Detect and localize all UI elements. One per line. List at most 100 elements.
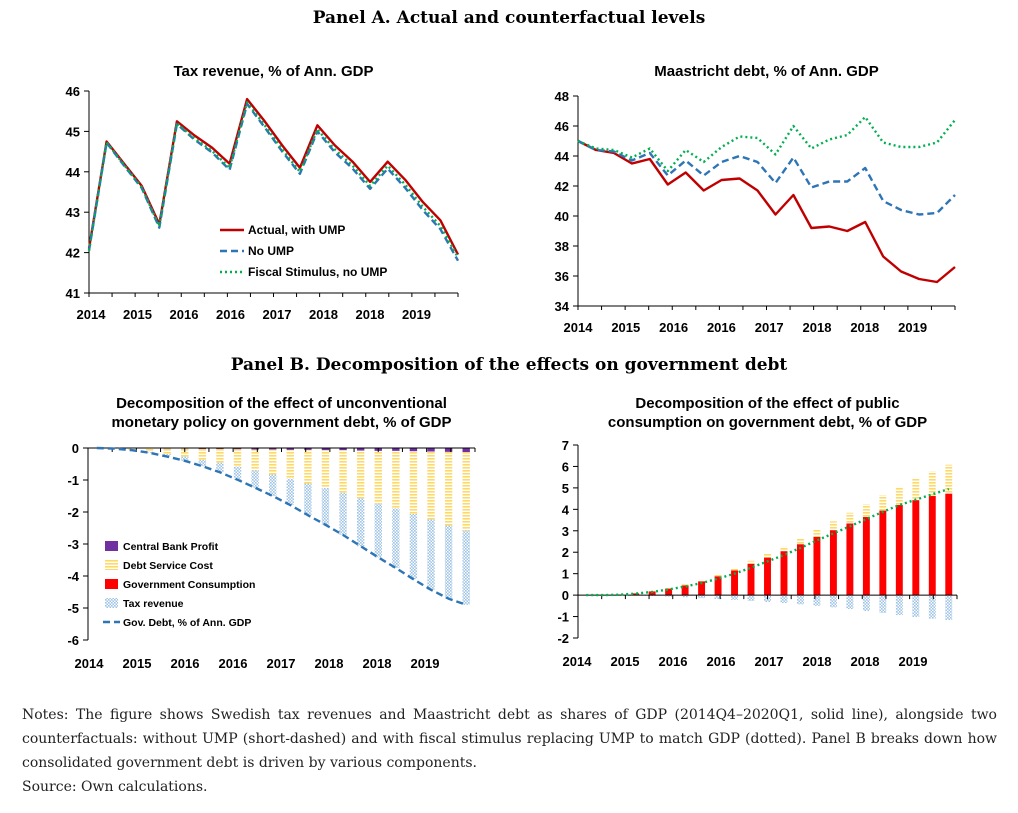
bar-segment-2 (846, 595, 854, 610)
bar-segment-0 (304, 448, 312, 450)
source-text: Source: Own calculations. (22, 779, 208, 795)
y-tick-label: 45 (66, 124, 80, 139)
bar-segment-0 (681, 585, 689, 596)
x-tick-label: 2014 (563, 654, 593, 669)
bar-segment-0 (912, 500, 920, 596)
bar-segment-3 (304, 483, 312, 516)
bar-segment-0 (233, 448, 242, 450)
bar-segment-1 (269, 449, 277, 475)
bar-segment-2 (945, 595, 953, 620)
legend-label: Tax revenue (123, 598, 184, 610)
bar-segment-2 (747, 595, 755, 601)
y-tick-label: -1 (557, 610, 569, 625)
ump-decomposition-chart: Decomposition of the effect of unconvent… (67, 395, 476, 671)
bar-segment-3 (427, 519, 435, 590)
bar-segment-3 (356, 498, 365, 547)
gov-debt-line (96, 446, 467, 606)
y-tick-label: -2 (557, 631, 569, 646)
panel-b-title: Panel B. Decomposition of the effects on… (230, 355, 788, 375)
bar-segment-0 (796, 544, 804, 596)
bar-segment-2 (796, 595, 804, 605)
bar-segment-1 (339, 450, 347, 493)
bar-segment-1 (304, 449, 312, 484)
bar-segment-2 (681, 595, 689, 598)
bar-segment-0 (286, 448, 294, 450)
x-tick-label: 2014 (77, 307, 107, 322)
x-tick-label: 2016 (216, 307, 245, 322)
y-tick-label: -1 (67, 473, 79, 488)
bar-segment-3 (198, 459, 207, 467)
figure-notes: Notes: The figure shows Swedish tax reve… (22, 703, 997, 799)
bar-segment-1 (714, 574, 722, 577)
y-tick-label: 42 (555, 179, 569, 194)
x-tick-label: 2017 (755, 320, 784, 335)
bar-segment-1 (374, 450, 382, 504)
x-tick-label: 2018 (803, 320, 832, 335)
bar-segment-1 (181, 448, 189, 457)
bar-segment-3 (145, 451, 154, 453)
bar-segment-1 (409, 451, 418, 514)
x-tick-label: 2014 (564, 320, 594, 335)
bar-segment-0 (409, 448, 418, 452)
y-tick-label: 0 (562, 588, 569, 603)
y-tick-label: 7 (562, 438, 569, 453)
consumption-decomposition-chart: Decomposition of the effect of public con… (557, 395, 958, 669)
bar-segment-2 (862, 595, 870, 611)
bar-segment-0 (714, 576, 722, 596)
bar-segment-1 (846, 512, 854, 524)
legend-label: Government Consumption (123, 579, 255, 591)
y-tick-label: -4 (67, 569, 79, 584)
bar-segment-2 (698, 595, 706, 599)
y-tick-label: 1 (562, 567, 569, 582)
bar-segment-3 (374, 503, 382, 558)
gov-debt-line (586, 487, 950, 597)
series-line-1 (87, 102, 460, 262)
x-tick-label: 2017 (267, 656, 296, 671)
x-tick-label: 2018 (356, 307, 385, 322)
x-tick-label: 2015 (611, 654, 640, 669)
bar-segment-0 (444, 448, 453, 452)
bar-segment-0 (780, 551, 788, 596)
bar-segment-1 (862, 504, 870, 518)
bar-segment-0 (321, 448, 330, 451)
x-tick-label: 2018 (315, 656, 344, 671)
bar-segment-3 (181, 456, 189, 461)
y-tick-label: -6 (67, 633, 79, 648)
chart-title: Tax revenue, % of Ann. GDP (173, 63, 373, 80)
x-tick-label: 2019 (898, 320, 927, 335)
bar-segment-3 (251, 470, 259, 488)
bar-segment-2 (714, 595, 722, 599)
y-tick-label: 44 (555, 149, 570, 164)
bar-segment-1 (879, 495, 887, 511)
bar-segment-1 (216, 448, 224, 463)
x-tick-label: 2015 (123, 656, 152, 671)
bar-segment-1 (731, 568, 739, 571)
bar-segment-1 (427, 451, 435, 520)
x-tick-label: 2016 (659, 654, 688, 669)
y-tick-label: -5 (67, 601, 79, 616)
x-tick-label: 2017 (755, 654, 784, 669)
y-tick-label: 34 (555, 299, 570, 314)
bar-segment-0 (698, 581, 706, 596)
y-tick-label: 6 (562, 459, 569, 474)
y-tick-label: 43 (66, 205, 80, 220)
bar-segment-1 (945, 464, 953, 494)
bar-segment-1 (321, 450, 330, 488)
x-tick-label: 2018 (851, 654, 880, 669)
y-tick-label: -2 (67, 505, 79, 520)
y-tick-label: 38 (555, 239, 569, 254)
y-tick-label: 46 (555, 119, 569, 134)
bar-segment-3 (321, 488, 330, 525)
bar-segment-1 (764, 553, 771, 558)
x-tick-label: 2016 (170, 307, 199, 322)
bar-segment-1 (145, 448, 154, 452)
x-tick-label: 2019 (899, 654, 928, 669)
bar-segment-3 (233, 466, 242, 480)
series-line-2 (577, 115, 956, 173)
bar-segment-1 (128, 448, 136, 450)
bar-segment-0 (356, 448, 365, 451)
bar-segment-0 (427, 448, 435, 452)
bar-segment-3 (216, 462, 224, 473)
bar-segment-0 (632, 593, 640, 596)
bar-segment-0 (269, 448, 277, 450)
